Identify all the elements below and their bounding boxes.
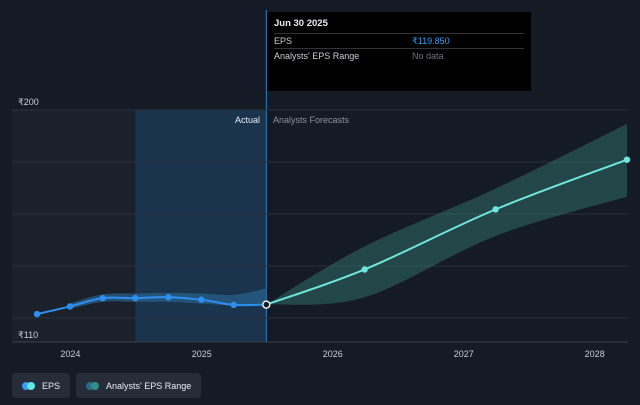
actual-eps-point-1 <box>66 303 74 310</box>
x-tick-2024: 2024 <box>60 349 80 359</box>
tooltip-range-value: No data <box>412 51 444 61</box>
tooltip-eps-value: ₹119.850 <box>412 36 450 46</box>
tooltip-row-eps: EPS ₹119.850 <box>274 33 524 48</box>
eps-range-legend-icon <box>86 381 100 390</box>
data-points <box>33 156 631 318</box>
actual-section-label: Actual <box>235 115 260 125</box>
forecast-section-label: Analysts Forecasts <box>273 115 350 125</box>
actual-eps-point-5 <box>198 296 205 303</box>
legend-eps-range-label: Analysts' EPS Range <box>106 380 192 391</box>
legend-item-eps[interactable]: EPS <box>12 373 71 398</box>
legend-eps-label: EPS <box>42 380 61 391</box>
current-eps-point <box>262 300 271 309</box>
axis-text: ₹200 ₹110 Actual Analysts Forecasts <box>18 97 350 340</box>
chart-background <box>12 10 267 342</box>
forecast-eps-range-band <box>266 123 627 305</box>
tooltip-range-label: Analysts' EPS Range <box>274 51 360 61</box>
x-tick-2028: 2028 <box>585 349 605 359</box>
actual-eps-point-0 <box>33 310 41 318</box>
tooltip-date: Jun 30 2025 <box>274 18 328 29</box>
forecast-eps-line <box>265 158 628 306</box>
x-axis-ticks: 2024 2025 2026 2027 2028 <box>60 349 604 359</box>
actual-eps-point-4 <box>165 294 172 301</box>
legend-item-eps-range[interactable]: Analysts' EPS Range <box>76 373 202 398</box>
actual-eps-point-2 <box>99 294 106 302</box>
forecast-eps-point-1 <box>361 266 368 273</box>
actual-eps-point-6 <box>230 301 237 309</box>
x-tick-2027: 2027 <box>454 349 474 359</box>
eps-tooltip: Jun 30 2025 EPS ₹119.850 Analysts' EPS R… <box>267 12 531 91</box>
highlight-region <box>135 110 267 342</box>
eps-legend-icon <box>22 381 36 390</box>
chart-legend: EPS Analysts' EPS Range <box>12 373 202 398</box>
grid-lines <box>12 109 628 343</box>
y-axis-top-label: ₹200 <box>18 97 39 107</box>
tooltip-eps-label: EPS <box>274 36 293 46</box>
x-tick-2025: 2025 <box>192 349 212 359</box>
actual-eps-point-3 <box>132 294 139 302</box>
y-axis-bottom-label: ₹110 <box>18 330 38 340</box>
forecast-eps-point-2 <box>492 206 499 213</box>
x-tick-2026: 2026 <box>323 349 343 359</box>
tooltip-row-range: Analysts' EPS Range No data <box>274 48 524 63</box>
forecast-eps-point-3 <box>623 156 631 163</box>
